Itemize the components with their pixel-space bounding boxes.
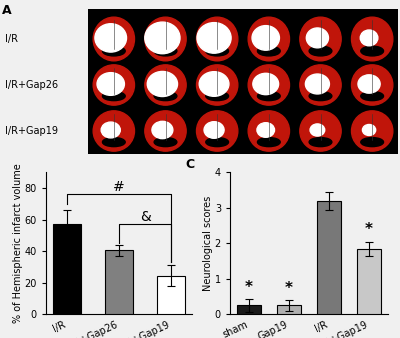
Text: I/R+Gap26: I/R+Gap26 bbox=[5, 80, 58, 90]
Ellipse shape bbox=[97, 73, 124, 95]
Ellipse shape bbox=[147, 71, 178, 97]
Text: &: & bbox=[140, 210, 150, 224]
Ellipse shape bbox=[360, 30, 378, 46]
Ellipse shape bbox=[361, 46, 384, 56]
Y-axis label: % of Hemispheric infarct volume: % of Hemispheric infarct volume bbox=[13, 164, 23, 323]
Ellipse shape bbox=[258, 46, 280, 56]
Ellipse shape bbox=[362, 124, 376, 136]
Ellipse shape bbox=[199, 72, 229, 96]
Ellipse shape bbox=[258, 92, 280, 101]
Ellipse shape bbox=[206, 138, 228, 147]
Text: #: # bbox=[113, 180, 125, 194]
Ellipse shape bbox=[196, 17, 238, 61]
Ellipse shape bbox=[93, 17, 134, 61]
Bar bbox=[88, 59, 398, 107]
Ellipse shape bbox=[145, 17, 186, 61]
Ellipse shape bbox=[154, 92, 177, 101]
Ellipse shape bbox=[101, 122, 120, 138]
Ellipse shape bbox=[102, 138, 125, 147]
Text: *: * bbox=[365, 222, 373, 237]
Y-axis label: Neurological scores: Neurological scores bbox=[203, 196, 213, 291]
Ellipse shape bbox=[306, 28, 328, 48]
Ellipse shape bbox=[93, 111, 134, 151]
Ellipse shape bbox=[258, 138, 280, 147]
Ellipse shape bbox=[93, 65, 134, 105]
Ellipse shape bbox=[196, 111, 238, 151]
Ellipse shape bbox=[206, 46, 228, 56]
Text: C: C bbox=[186, 158, 195, 171]
Ellipse shape bbox=[352, 111, 393, 151]
Bar bbox=[105, 250, 133, 314]
Ellipse shape bbox=[309, 92, 332, 101]
Ellipse shape bbox=[300, 17, 341, 61]
Bar bbox=[88, 9, 398, 61]
Ellipse shape bbox=[145, 111, 186, 151]
Ellipse shape bbox=[300, 65, 341, 105]
Bar bbox=[53, 224, 81, 314]
Bar bbox=[88, 106, 398, 154]
Text: *: * bbox=[285, 281, 293, 296]
Ellipse shape bbox=[204, 122, 224, 138]
Ellipse shape bbox=[248, 17, 290, 61]
Ellipse shape bbox=[248, 65, 290, 105]
Ellipse shape bbox=[253, 73, 279, 95]
Ellipse shape bbox=[309, 46, 332, 56]
Ellipse shape bbox=[361, 92, 384, 101]
Ellipse shape bbox=[257, 123, 274, 137]
Text: A: A bbox=[2, 4, 12, 17]
Bar bbox=[357, 249, 381, 314]
Ellipse shape bbox=[310, 124, 325, 136]
Bar bbox=[277, 306, 301, 314]
Ellipse shape bbox=[352, 65, 393, 105]
Ellipse shape bbox=[358, 75, 380, 93]
Ellipse shape bbox=[309, 138, 332, 147]
Ellipse shape bbox=[305, 74, 330, 94]
Ellipse shape bbox=[197, 23, 231, 53]
Bar bbox=[317, 201, 341, 314]
Ellipse shape bbox=[145, 22, 180, 54]
Ellipse shape bbox=[154, 138, 177, 147]
Ellipse shape bbox=[352, 17, 393, 61]
Text: I/R: I/R bbox=[5, 34, 18, 44]
Ellipse shape bbox=[252, 26, 280, 50]
Ellipse shape bbox=[102, 92, 125, 101]
Ellipse shape bbox=[102, 46, 125, 56]
Text: *: * bbox=[245, 280, 253, 295]
Ellipse shape bbox=[154, 46, 177, 56]
Ellipse shape bbox=[152, 121, 173, 139]
Ellipse shape bbox=[196, 65, 238, 105]
Ellipse shape bbox=[248, 111, 290, 151]
Bar bbox=[237, 306, 261, 314]
Ellipse shape bbox=[145, 65, 186, 105]
Bar bbox=[157, 276, 185, 314]
Ellipse shape bbox=[206, 92, 228, 101]
Text: I/R+Gap19: I/R+Gap19 bbox=[5, 126, 58, 136]
Ellipse shape bbox=[300, 111, 341, 151]
Ellipse shape bbox=[361, 138, 384, 147]
Ellipse shape bbox=[95, 24, 126, 52]
